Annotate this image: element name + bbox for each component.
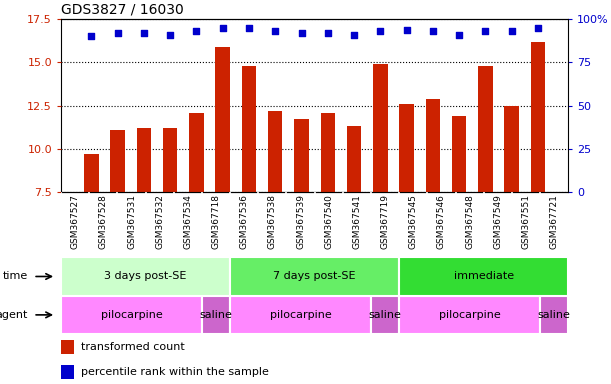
Text: pilocarpine: pilocarpine: [101, 310, 163, 320]
Point: [87, 33, 97, 40]
Point: [533, 25, 543, 31]
Text: transformed count: transformed count: [81, 342, 185, 352]
Bar: [61, 340, 74, 354]
Text: GSM367541: GSM367541: [353, 194, 362, 249]
Text: GSM367527: GSM367527: [71, 194, 79, 249]
Bar: [61, 365, 74, 379]
Point: [375, 28, 385, 35]
Bar: [321, 113, 335, 192]
Point: [401, 26, 411, 33]
Point: [218, 25, 228, 31]
Text: GDS3827 / 16030: GDS3827 / 16030: [61, 3, 184, 17]
Bar: [295, 119, 309, 192]
Text: pilocarpine: pilocarpine: [439, 310, 500, 320]
Text: GSM367532: GSM367532: [155, 194, 164, 249]
Bar: [163, 128, 177, 192]
Bar: [242, 66, 256, 192]
Point: [428, 28, 437, 35]
Text: GSM367718: GSM367718: [211, 194, 221, 249]
Bar: [373, 64, 387, 192]
Text: GSM367545: GSM367545: [409, 194, 418, 249]
Text: saline: saline: [368, 310, 401, 320]
Text: GSM367534: GSM367534: [183, 194, 192, 249]
Point: [297, 30, 307, 36]
Bar: [478, 66, 492, 192]
Bar: [531, 42, 545, 192]
Bar: [230, 257, 399, 296]
Bar: [452, 116, 466, 192]
Text: GSM367538: GSM367538: [268, 194, 277, 249]
Text: saline: saline: [538, 310, 571, 320]
Bar: [347, 126, 361, 192]
Bar: [189, 113, 203, 192]
Bar: [268, 111, 282, 192]
Text: 3 days post-SE: 3 days post-SE: [104, 271, 187, 281]
Point: [480, 28, 490, 35]
Bar: [371, 296, 399, 334]
Bar: [84, 154, 98, 192]
Point: [323, 30, 332, 36]
Point: [113, 30, 123, 36]
Bar: [399, 257, 568, 296]
Bar: [505, 106, 519, 192]
Text: GSM367546: GSM367546: [437, 194, 446, 249]
Text: pilocarpine: pilocarpine: [269, 310, 331, 320]
Bar: [426, 99, 440, 192]
Point: [271, 28, 280, 35]
Text: GSM367540: GSM367540: [324, 194, 333, 249]
Point: [349, 32, 359, 38]
Text: GSM367551: GSM367551: [521, 194, 530, 249]
Text: 7 days post-SE: 7 days post-SE: [273, 271, 356, 281]
Text: GSM367539: GSM367539: [296, 194, 305, 249]
Bar: [216, 47, 230, 192]
Bar: [399, 296, 540, 334]
Point: [454, 32, 464, 38]
Text: GSM367721: GSM367721: [550, 194, 558, 249]
Bar: [61, 296, 202, 334]
Bar: [230, 296, 371, 334]
Point: [166, 32, 175, 38]
Text: GSM367549: GSM367549: [493, 194, 502, 249]
Bar: [111, 130, 125, 192]
Text: GSM367548: GSM367548: [465, 194, 474, 249]
Text: percentile rank within the sample: percentile rank within the sample: [81, 367, 269, 377]
Point: [139, 30, 149, 36]
Bar: [540, 296, 568, 334]
Text: GSM367531: GSM367531: [127, 194, 136, 249]
Text: immediate: immediate: [453, 271, 514, 281]
Text: agent: agent: [0, 310, 28, 320]
Bar: [400, 104, 414, 192]
Text: time: time: [3, 271, 28, 281]
Text: GSM367719: GSM367719: [381, 194, 390, 249]
Point: [244, 25, 254, 31]
Text: GSM367536: GSM367536: [240, 194, 249, 249]
Point: [507, 28, 516, 35]
Text: GSM367528: GSM367528: [99, 194, 108, 249]
Bar: [202, 296, 230, 334]
Bar: [61, 257, 230, 296]
Text: saline: saline: [200, 310, 233, 320]
Point: [192, 28, 202, 35]
Bar: [137, 128, 151, 192]
